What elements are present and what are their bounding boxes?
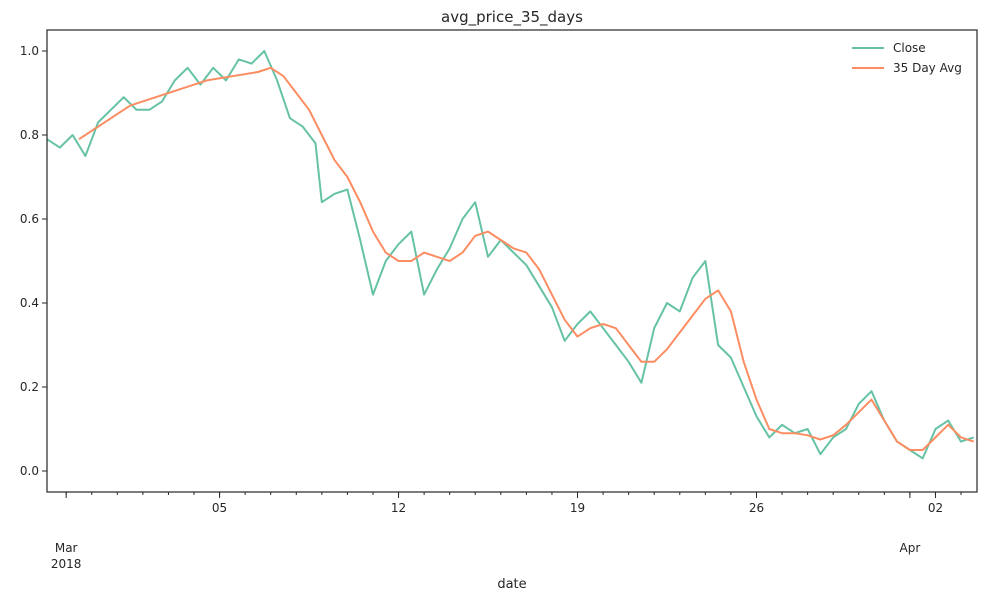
x-tick-label: Apr <box>900 541 921 555</box>
series-line-1 <box>78 66 975 451</box>
legend: Close 35 Day Avg <box>852 41 962 75</box>
x-tick-label: 05 <box>212 501 227 515</box>
x-axis-label: date <box>497 577 526 592</box>
plot-frame <box>46 29 978 493</box>
y-tick-label: 0.0 <box>20 464 39 478</box>
x-tick-label: 19 <box>570 501 585 515</box>
y-tick-label: 1.0 <box>20 44 39 58</box>
x-axis: Mar 2018 05 12 19 26 Apr 02 <box>51 492 962 571</box>
y-tick-label: 0.4 <box>20 296 39 310</box>
x-tick-sublabel: 2018 <box>51 557 82 571</box>
plot-area <box>46 29 978 493</box>
legend-label: 35 Day Avg <box>893 61 962 75</box>
y-axis: 0.0 0.2 0.4 0.6 0.8 1.0 <box>20 44 47 478</box>
y-tick-label: 0.8 <box>20 128 39 142</box>
x-tick-label: 26 <box>749 501 764 515</box>
y-tick-label: 0.6 <box>20 212 39 226</box>
x-tick-label: 02 <box>928 501 943 515</box>
legend-label: Close <box>893 41 926 55</box>
chart-title: avg_price_35_days <box>441 8 583 27</box>
series-line-0 <box>46 50 975 460</box>
x-tick-label: 12 <box>391 501 406 515</box>
y-tick-label: 0.2 <box>20 380 39 394</box>
x-tick-label: Mar <box>55 541 78 555</box>
